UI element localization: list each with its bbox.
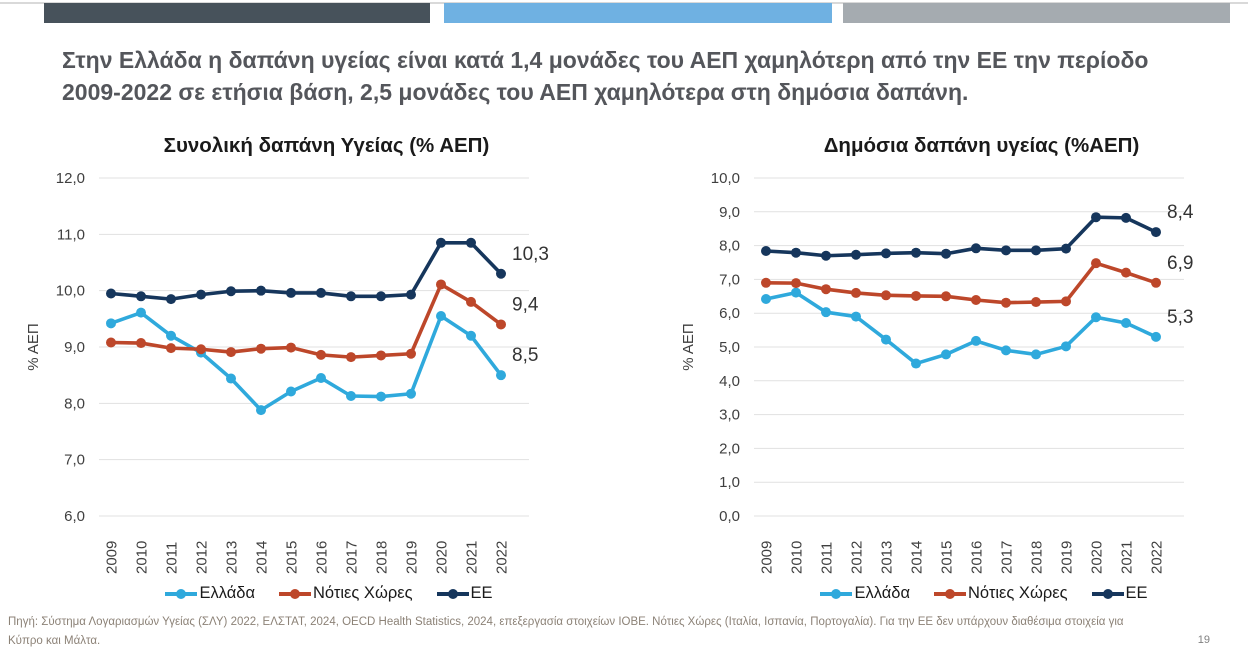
svg-text:8,4: 8,4 <box>1167 202 1194 223</box>
svg-text:2011: 2011 <box>164 542 181 574</box>
svg-text:3,0: 3,0 <box>719 407 740 424</box>
svg-text:1,0: 1,0 <box>719 474 740 491</box>
svg-text:% ΑΕΠ: % ΑΕΠ <box>25 323 42 371</box>
line-chart-svg: 0,0 1,0 2,0 3,0 4,0 5,0 6,0 7,0 8,0 9,0 10,0 2009 20… <box>680 170 1194 574</box>
svg-text:9,4: 9,4 <box>512 294 539 315</box>
legend-item-eu: ΕΕ <box>1091 584 1148 603</box>
public-health-expenditure-chart: Δημόσια δαπάνη υγείας (%ΑΕΠ) 0,0 1,0 2,0 3,… <box>679 130 1224 603</box>
svg-text:8,5: 8,5 <box>512 345 538 366</box>
svg-text:2022: 2022 <box>1149 541 1166 574</box>
line-marker-icon <box>436 588 469 599</box>
svg-text:2021: 2021 <box>464 541 481 574</box>
svg-text:2021: 2021 <box>1119 541 1136 574</box>
svg-text:% ΑΕΠ: % ΑΕΠ <box>680 323 697 371</box>
svg-text:2009: 2009 <box>759 541 776 574</box>
legend-label: ΕΕ <box>1125 584 1148 602</box>
chart-legend: Ελλάδα Νότιες Χώρες ΕΕ <box>679 584 1224 603</box>
svg-text:4,0: 4,0 <box>719 373 740 390</box>
svg-text:6,0: 6,0 <box>64 508 85 525</box>
legend-label: ΕΕ <box>470 584 493 602</box>
topbar-segment-blue <box>444 3 832 23</box>
legend-label: Ελλάδα <box>199 584 255 602</box>
legend-item-southern-countries: Νότιες Χώρες <box>934 584 1068 603</box>
svg-text:2012: 2012 <box>849 541 866 574</box>
svg-text:2,0: 2,0 <box>719 440 740 457</box>
svg-text:2018: 2018 <box>1029 541 1046 574</box>
svg-text:10,3: 10,3 <box>512 244 549 265</box>
svg-text:2010: 2010 <box>134 541 151 574</box>
svg-text:10,0: 10,0 <box>56 283 85 300</box>
line-marker-icon <box>1091 588 1124 599</box>
svg-text:2016: 2016 <box>969 541 986 574</box>
svg-text:2009: 2009 <box>104 541 121 574</box>
svg-text:8,0: 8,0 <box>719 238 740 255</box>
charts-row: Συνολική δαπάνη Υγείας (% ΑΕΠ) 6,0 7,0 8,0… <box>24 130 1224 603</box>
svg-text:7,0: 7,0 <box>719 271 740 288</box>
svg-text:0,0: 0,0 <box>719 508 740 525</box>
svg-text:9,0: 9,0 <box>719 204 740 221</box>
page-number: 19 <box>1197 634 1210 646</box>
svg-text:2015: 2015 <box>939 541 956 574</box>
svg-text:2018: 2018 <box>374 541 391 574</box>
topbar-segment-gray <box>843 3 1230 23</box>
svg-text:2020: 2020 <box>434 541 451 574</box>
svg-text:2019: 2019 <box>404 541 421 574</box>
slide-headline: Στην Ελλάδα η δαπάνη υγείας είναι κατά 1… <box>62 47 1149 106</box>
chart-title: Δημόσια δαπάνη υγείας (%ΑΕΠ) <box>823 134 1140 157</box>
svg-text:9,0: 9,0 <box>64 339 85 356</box>
line-chart-svg: 6,0 7,0 8,0 9,0 10,0 11,0 12,0 2009 2010 2011 2012… <box>25 170 549 574</box>
svg-text:2015: 2015 <box>284 541 301 574</box>
source-note: Πηγή: Σύστημα Λογαριασμών Υγείας (ΣΛΥ) 2… <box>8 616 1124 647</box>
svg-text:6,9: 6,9 <box>1167 253 1193 274</box>
line-marker-icon <box>279 588 311 599</box>
svg-text:5,0: 5,0 <box>719 339 740 356</box>
line-marker-icon <box>165 588 198 599</box>
chart-title: Συνολική δαπάνη Υγείας (% ΑΕΠ) <box>163 134 490 157</box>
svg-text:2016: 2016 <box>314 541 331 574</box>
legend-label: Νότιες Χώρες <box>313 584 413 602</box>
topbar-segment-dark <box>44 3 430 23</box>
svg-text:2012: 2012 <box>194 541 211 574</box>
svg-text:8,0: 8,0 <box>64 395 85 412</box>
svg-text:11,0: 11,0 <box>57 226 85 243</box>
legend-item-greece: Ελλάδα <box>165 584 255 603</box>
total-health-expenditure-chart: Συνολική δαπάνη Υγείας (% ΑΕΠ) 6,0 7,0 8,0… <box>24 130 569 603</box>
svg-text:2017: 2017 <box>344 541 361 574</box>
svg-text:2013: 2013 <box>224 541 241 574</box>
svg-text:2011: 2011 <box>819 542 836 574</box>
line-marker-icon <box>934 588 966 599</box>
svg-text:2013: 2013 <box>879 541 896 574</box>
legend-item-southern-countries: Νότιες Χώρες <box>279 584 413 603</box>
legend-label: Νότιες Χώρες <box>968 584 1068 602</box>
svg-text:7,0: 7,0 <box>64 452 85 469</box>
svg-text:2022: 2022 <box>494 541 511 574</box>
svg-text:2017: 2017 <box>999 541 1016 574</box>
svg-text:2019: 2019 <box>1059 541 1076 574</box>
svg-text:10,0: 10,0 <box>711 170 740 187</box>
svg-text:2014: 2014 <box>909 541 926 574</box>
legend-item-eu: ΕΕ <box>436 584 493 603</box>
svg-text:2010: 2010 <box>789 541 806 574</box>
svg-text:12,0: 12,0 <box>56 170 85 187</box>
svg-text:2014: 2014 <box>254 541 271 574</box>
svg-text:2020: 2020 <box>1089 541 1106 574</box>
line-marker-icon <box>820 588 853 599</box>
svg-text:6,0: 6,0 <box>719 305 740 322</box>
svg-text:5,3: 5,3 <box>1167 307 1193 328</box>
legend-label: Ελλάδα <box>854 584 910 602</box>
chart-legend: Ελλάδα Νότιες Χώρες ΕΕ <box>24 584 569 603</box>
legend-item-greece: Ελλάδα <box>820 584 910 603</box>
